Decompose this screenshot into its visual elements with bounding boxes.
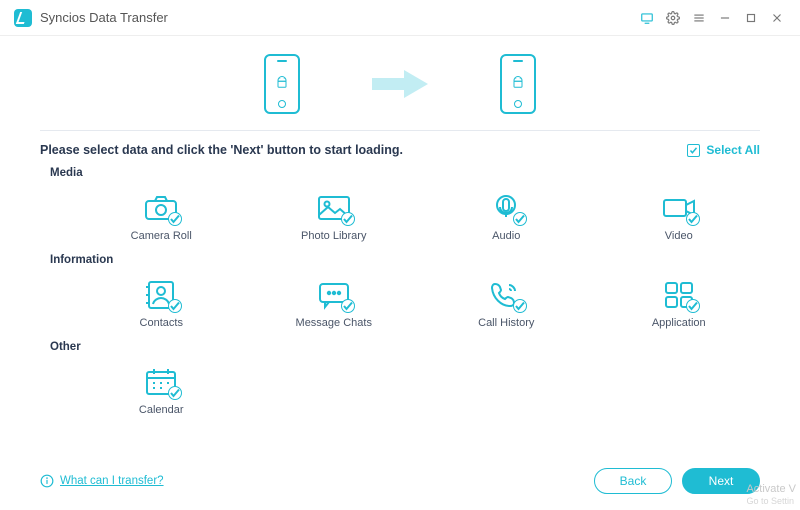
target-phone-icon — [500, 54, 536, 114]
close-button[interactable] — [764, 5, 790, 31]
select-all-checkbox[interactable]: Select All — [687, 143, 760, 157]
data-type-calendar[interactable]: Calendar — [80, 361, 243, 422]
data-type-video[interactable]: Video — [598, 187, 761, 248]
photo-icon — [313, 191, 355, 225]
camera-icon — [140, 191, 182, 225]
instruction-text: Please select data and click the 'Next' … — [40, 143, 403, 157]
data-type-camera_roll[interactable]: Camera Roll — [80, 187, 243, 248]
data-type-contacts[interactable]: Contacts — [80, 274, 243, 335]
apps-icon — [658, 278, 700, 312]
section-label: Media — [50, 167, 760, 179]
app-logo-icon — [14, 9, 32, 27]
data-type-label: Photo Library — [301, 230, 366, 242]
chat-icon — [313, 278, 355, 312]
checkbox-icon — [687, 144, 700, 157]
data-type-photo_library[interactable]: Photo Library — [253, 187, 416, 248]
data-type-label: Camera Roll — [131, 230, 192, 242]
data-type-audio[interactable]: Audio — [425, 187, 588, 248]
help-link[interactable]: What can I transfer? — [40, 474, 164, 488]
app-title: Syncios Data Transfer — [40, 10, 168, 25]
titlebar: Syncios Data Transfer — [0, 0, 800, 36]
footer: What can I transfer? Back Next — [0, 458, 800, 510]
menu-icon[interactable] — [686, 5, 712, 31]
back-button[interactable]: Back — [594, 468, 672, 494]
arrow-right-icon — [370, 68, 430, 100]
video-icon — [658, 191, 700, 225]
mic-icon — [485, 191, 527, 225]
info-icon — [40, 474, 54, 488]
data-type-label: Message Chats — [296, 317, 372, 329]
data-type-messages[interactable]: Message Chats — [253, 274, 416, 335]
gear-icon[interactable] — [660, 5, 686, 31]
section-grid: Camera Roll Photo Library AudioVideo — [40, 187, 760, 248]
content-area: Please select data and click the 'Next' … — [0, 130, 800, 458]
app-window: Syncios Data Transfer — [0, 0, 800, 510]
source-phone-icon — [264, 54, 300, 114]
data-type-call_history[interactable]: Call History — [425, 274, 588, 335]
divider — [40, 130, 760, 131]
section-grid: Calendar — [40, 361, 760, 422]
section-label: Information — [50, 254, 760, 266]
screen-icon[interactable] — [634, 5, 660, 31]
contacts-icon — [140, 278, 182, 312]
data-type-application[interactable]: Application — [598, 274, 761, 335]
section-label: Other — [50, 341, 760, 353]
help-label: What can I transfer? — [60, 475, 164, 487]
maximize-button[interactable] — [738, 5, 764, 31]
calendar-icon — [140, 365, 182, 399]
next-button[interactable]: Next — [682, 468, 760, 494]
select-all-label: Select All — [706, 143, 760, 157]
call-icon — [485, 278, 527, 312]
minimize-button[interactable] — [712, 5, 738, 31]
transfer-diagram — [0, 36, 800, 130]
section-grid: Contacts Message Chats Call HistoryApplica… — [40, 274, 760, 335]
